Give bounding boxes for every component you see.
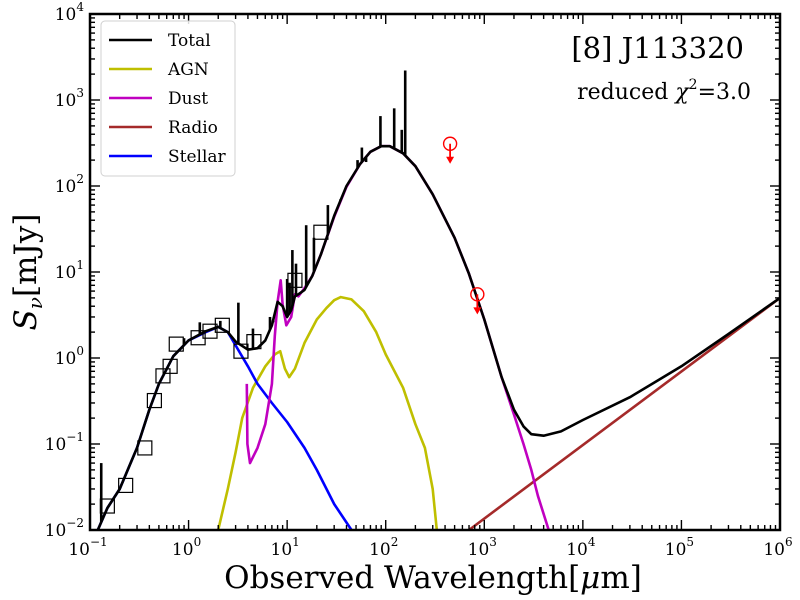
observation-marker [146,392,162,409]
y-axis-title: Sν[mJy] [8,214,47,331]
x-tick-label: 100 [172,535,201,560]
x-tick-label: 10−1 [68,535,107,560]
legend-label-stellar: Stellar [168,147,227,167]
observation-marker [246,334,262,350]
legend-label-agn: AGN [167,60,209,80]
series-line-dust [245,144,550,530]
y-tick-label: 10−1 [45,430,84,455]
tick-labels: 10−1 100 101 102 103 104 105 10610−210−11001011… [45,0,793,560]
y-tick-label: 100 [55,344,84,369]
observation-marker [168,336,184,352]
observation-marker [162,358,178,374]
x-tick-label: 103 [468,535,497,560]
series-line-agn [216,295,439,530]
legend: Total AGN Dust Radio Stellar [100,20,236,177]
x-tick-label: 105 [665,535,694,560]
y-tick-label: 10−2 [45,516,84,541]
x-tick-label: 104 [566,535,596,560]
plot-area [96,70,780,530]
legend-label-radio: Radio [168,118,218,138]
observation-marker [99,498,115,514]
observation-marker [313,224,329,240]
y-tick-label: 102 [55,172,84,197]
chart-annotation-title: [8] J113320 [571,31,744,65]
x-tick-label: 102 [369,535,398,560]
observation-marker [118,477,134,494]
observation-marker [233,343,249,359]
y-tick-label: 103 [55,86,84,111]
chart-annotation-chi2: reduced χ2=3.0 [577,77,751,105]
y-tick-label: 101 [55,258,84,283]
legend-label-total: Total [168,31,211,51]
observation-marker [214,317,230,333]
observation-marker [137,440,153,456]
upper-limit-arrow-head [473,307,482,315]
series-line-total [96,144,780,530]
x-axis-title: Observed Wavelength[μm] [224,560,642,596]
x-tick-label: 106 [763,535,792,560]
y-tick-label: 104 [55,0,85,25]
observation-marker [202,323,218,339]
observation-marker [287,272,303,288]
series-line-radio [468,296,780,530]
legend-box [100,20,236,177]
legend-label-dust: Dust [168,89,208,109]
x-tick-label: 101 [271,535,300,560]
upper-limit-arrow-head [446,156,455,164]
